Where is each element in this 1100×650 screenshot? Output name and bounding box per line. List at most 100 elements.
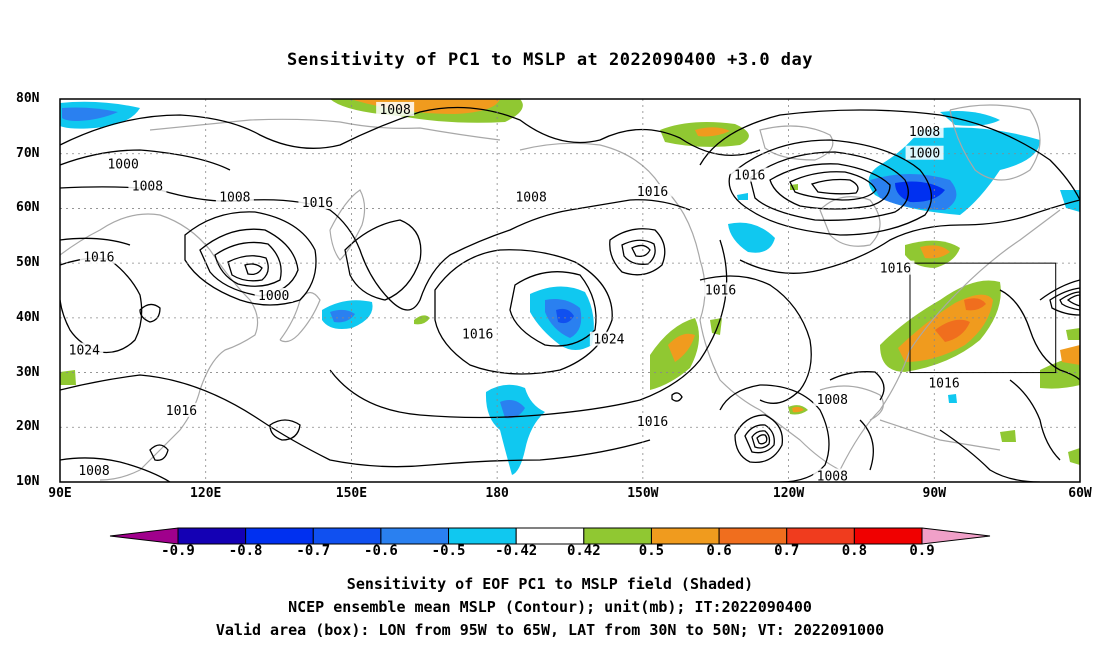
shade-positive-region — [668, 333, 695, 362]
colorbar-swatch — [786, 527, 855, 545]
contour-label-bg — [633, 184, 672, 199]
contour-label: 1016 — [462, 327, 493, 342]
contour-line — [859, 419, 874, 471]
contour-labels: 1008 1000 1008 1008 1016 1016 1000 1024 1016 1008… — [65, 101, 963, 485]
contour-label-bg — [298, 194, 337, 209]
contour-line — [829, 371, 885, 401]
shade-positive-region — [792, 406, 804, 413]
contour-label: 1000 — [909, 147, 940, 162]
coastline-na-west — [699, 319, 841, 471]
shade-positive-region — [935, 319, 970, 342]
contour-line — [344, 219, 422, 301]
contour-label-bg — [512, 189, 551, 204]
contour-line — [1009, 379, 1061, 461]
colorbar-label: 0.6 — [706, 543, 732, 559]
colorbar-swatch — [853, 527, 923, 545]
contour-line — [60, 186, 691, 311]
contour-line — [621, 239, 656, 265]
contour-line — [699, 275, 812, 404]
colorbar-swatch — [177, 527, 247, 545]
contour-line — [739, 199, 1080, 274]
contour-label-bg — [458, 326, 497, 341]
contour-label-bg — [813, 468, 852, 483]
contour-line — [1066, 294, 1080, 307]
colorbar-label: 0.7 — [774, 543, 800, 559]
coastline-caribbean — [879, 419, 1001, 451]
colorbar-label: 0.9 — [909, 543, 935, 559]
shade-positive-region — [1060, 345, 1080, 365]
x-tick-label: 60W — [1068, 486, 1092, 501]
contour-label: 1000 — [107, 158, 138, 173]
contour-line — [756, 434, 768, 445]
contour-line — [60, 106, 761, 156]
contour-line — [769, 163, 891, 210]
shade-negative-region — [556, 308, 574, 324]
contour-line — [734, 414, 784, 464]
contour-label-bg — [79, 249, 118, 264]
valid-area-box — [909, 262, 1057, 374]
contour-label-bg — [128, 178, 167, 193]
colorbar-extend-high — [921, 527, 991, 545]
shade-negative-region — [940, 111, 1000, 126]
colorbar-swatch — [515, 527, 585, 545]
contour-label-bg — [633, 413, 672, 428]
contour-label-bg — [905, 123, 944, 138]
contour-line — [227, 255, 269, 282]
colorbar-label: -0.5 — [431, 543, 466, 559]
contour-label: 1008 — [78, 464, 109, 479]
contour-line — [671, 392, 683, 402]
y-tick-label: 10N — [16, 474, 40, 489]
contour-line — [149, 444, 169, 461]
contour-label-bg — [925, 375, 963, 390]
contour-label: 1008 — [909, 125, 940, 140]
colorbar-swatch — [718, 527, 788, 545]
contour-label: 1000 — [258, 289, 289, 304]
footer-line-1: Sensitivity of EOF PC1 to MSLP field (Sh… — [346, 575, 754, 593]
contour-line — [139, 303, 161, 323]
contour-line — [214, 241, 282, 287]
contour-label-bg — [701, 282, 740, 297]
contour-line — [939, 429, 1041, 482]
x-tick-label: 90W — [922, 486, 947, 501]
shade-negative-region — [500, 400, 525, 419]
contour-label: 1008 — [132, 180, 163, 195]
contour-line — [269, 419, 301, 441]
x-tick-label: 90E — [48, 486, 72, 501]
colorbar — [109, 527, 991, 545]
contour-line — [609, 228, 666, 276]
contour-line — [999, 289, 1080, 381]
contour-line — [631, 244, 651, 258]
footer-line-2: NCEP ensemble mean MSLP (Contour); unit(… — [288, 598, 812, 616]
contour-label-bg — [876, 260, 915, 275]
x-tick-label: 150W — [627, 486, 659, 501]
contour-line — [509, 271, 597, 347]
colorbar-extend-low — [109, 527, 179, 545]
contour-label-bg — [905, 145, 944, 160]
shade-positive-region — [60, 370, 76, 385]
contour-label: 1024 — [69, 344, 100, 359]
contour-line — [244, 263, 263, 276]
shade-positive-region — [1066, 328, 1080, 340]
shade-positive-region — [964, 298, 986, 311]
contour-line — [699, 109, 1080, 201]
contour-label: 1016 — [734, 169, 765, 184]
contour-label: 1008 — [379, 103, 410, 118]
coastline-greenland — [949, 104, 1041, 181]
contour-label: 1008 — [515, 190, 546, 205]
y-tick-label: 40N — [16, 309, 40, 325]
colorbar-swatch — [312, 527, 382, 545]
coastline-hudson — [819, 196, 881, 247]
contour-label: 1016 — [705, 284, 736, 299]
contour-line — [434, 249, 613, 375]
x-tick-label: 120W — [772, 486, 805, 501]
contour-line — [1059, 291, 1080, 311]
shade-positive-region — [414, 315, 430, 325]
contour-label: 1016 — [166, 404, 197, 419]
y-tick-label: 30N — [16, 364, 40, 380]
contour-line — [1049, 287, 1080, 316]
coastline-kamchatka — [329, 189, 366, 261]
colorbar-swatch — [448, 527, 517, 545]
contour-label-bg — [215, 189, 254, 204]
